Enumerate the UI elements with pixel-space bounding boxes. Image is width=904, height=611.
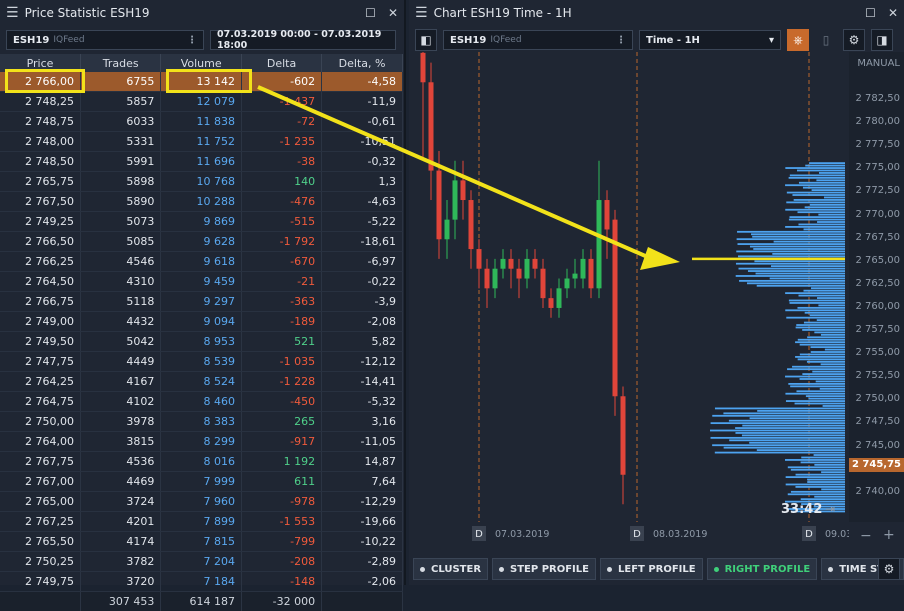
total-cell <box>322 592 403 611</box>
annotation-arrow <box>0 0 904 585</box>
total-cell: -32 000 <box>241 592 321 611</box>
total-cell: 614 187 <box>161 592 242 611</box>
total-cell: 307 453 <box>81 592 161 611</box>
total-cell <box>0 592 81 611</box>
